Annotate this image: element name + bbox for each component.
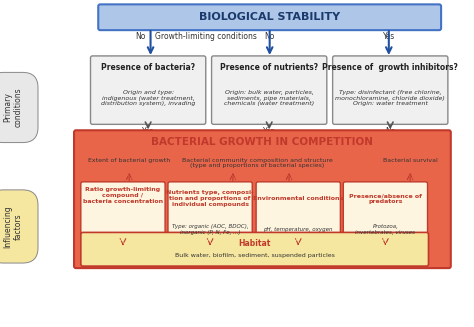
Text: Origin: bulk water, particles,
sediments, pipe materials,
chemicals (water treat: Origin: bulk water, particles, sediments…: [224, 90, 314, 106]
Text: pH, temperature, oxygen: pH, temperature, oxygen: [264, 227, 333, 232]
Text: Type: organic (AOC, BDOC),
inorganic (P, N, Fe, ...): Type: organic (AOC, BDOC), inorganic (P,…: [172, 224, 248, 235]
Text: Presence of nutrients?: Presence of nutrients?: [220, 63, 318, 72]
FancyBboxPatch shape: [81, 232, 428, 266]
Text: Protozoa,
invertebrates, viruses: Protozoa, invertebrates, viruses: [356, 224, 415, 235]
FancyBboxPatch shape: [256, 182, 340, 243]
Text: Growth-limiting conditions: Growth-limiting conditions: [155, 32, 257, 41]
Text: Influencing
factors: Influencing factors: [3, 205, 23, 248]
Text: Bacterial community composition and structure
(type and proportions of bacterial: Bacterial community composition and stru…: [182, 158, 332, 168]
Text: BACTERIAL GROWTH IN COMPETITION: BACTERIAL GROWTH IN COMPETITION: [151, 137, 374, 147]
Text: Environmental conditions: Environmental conditions: [253, 196, 343, 201]
Text: Type: disinfectant (free chlorine,
monochloramine, chloride dioxide)
Origin: wat: Type: disinfectant (free chlorine, monoc…: [335, 90, 445, 106]
Text: No: No: [385, 127, 395, 136]
FancyBboxPatch shape: [98, 4, 441, 30]
Text: No: No: [264, 32, 275, 41]
Text: Presence of bacteria?: Presence of bacteria?: [101, 63, 195, 72]
FancyBboxPatch shape: [81, 182, 165, 243]
FancyBboxPatch shape: [91, 56, 206, 124]
Text: Primary
conditions: Primary conditions: [3, 88, 23, 127]
FancyBboxPatch shape: [211, 56, 327, 124]
Text: Habitat: Habitat: [238, 239, 271, 248]
Text: Bacterial survival: Bacterial survival: [383, 158, 438, 163]
Text: Yes: Yes: [383, 32, 395, 41]
Text: Origin and type:
indigenous (water treatment,
distribution system), invading: Origin and type: indigenous (water treat…: [101, 90, 195, 106]
Text: No: No: [136, 32, 146, 41]
Text: Yes: Yes: [142, 127, 154, 136]
Text: Presence/absence of
predators: Presence/absence of predators: [349, 193, 422, 204]
Text: Bulk water, biofilm, sediment, suspended particles: Bulk water, biofilm, sediment, suspended…: [175, 253, 335, 258]
Text: Ratio growth-limiting
compound /
bacteria concentration: Ratio growth-limiting compound / bacteri…: [83, 187, 163, 204]
Text: Presence of  growth inhibitors?: Presence of growth inhibitors?: [322, 63, 458, 72]
Text: Nutrients type, composi-
tion and proportions of
individual compounds: Nutrients type, composi- tion and propor…: [166, 190, 254, 207]
FancyBboxPatch shape: [74, 130, 451, 268]
Text: BIOLOGICAL STABILITY: BIOLOGICAL STABILITY: [199, 12, 340, 22]
Text: Extent of bacterial growth: Extent of bacterial growth: [88, 158, 170, 163]
FancyBboxPatch shape: [343, 182, 428, 243]
FancyBboxPatch shape: [333, 56, 448, 124]
FancyBboxPatch shape: [168, 182, 252, 243]
Text: Yes: Yes: [263, 127, 275, 136]
